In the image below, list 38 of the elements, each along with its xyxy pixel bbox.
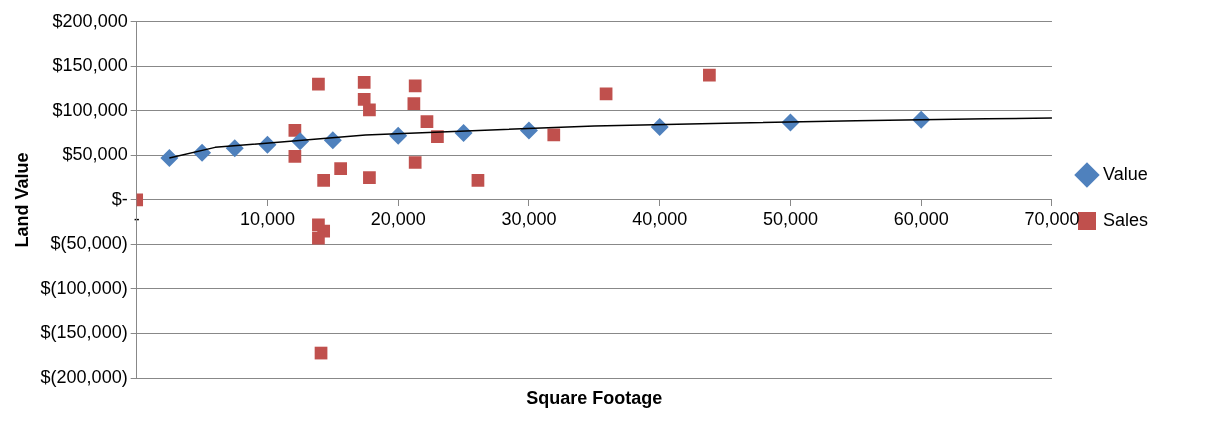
y-tick-label: $- [111, 188, 128, 209]
x-tick-label: - [133, 208, 140, 229]
point [420, 115, 434, 128]
point [288, 149, 302, 163]
point [650, 117, 669, 136]
point [407, 97, 421, 111]
x-tick-label: 30,000 [501, 208, 557, 229]
y-tick-label: $(200,000) [40, 366, 128, 387]
y-tick-label: $(50,000) [50, 233, 128, 254]
x-tick-label: 40,000 [632, 208, 688, 229]
point [317, 173, 331, 187]
point [160, 149, 179, 168]
point [312, 231, 325, 245]
y-tick-label: $200,000 [52, 10, 128, 31]
y-tick-label: $(100,000) [40, 277, 128, 298]
point [408, 79, 422, 93]
point [363, 103, 376, 117]
y-tick-label: $50,000 [62, 144, 128, 165]
point [703, 68, 716, 82]
x-tick-label: 50,000 [762, 208, 818, 229]
point [334, 162, 348, 176]
x-tick-label: 20,000 [370, 208, 426, 229]
point [471, 173, 485, 187]
x-tick-label: 10,000 [239, 208, 295, 229]
y-axis-title: Land Value [11, 152, 32, 248]
x-axis-title: Square Footage [526, 387, 663, 408]
x-tick-label: 60,000 [893, 208, 949, 229]
legend-label: Value [1102, 163, 1148, 184]
point [312, 77, 325, 91]
point [357, 92, 371, 106]
y-tick-label: $(150,000) [40, 322, 128, 343]
legend-label: Sales [1102, 209, 1148, 230]
point [408, 156, 422, 169]
point [547, 128, 561, 142]
y-tick-label: $150,000 [52, 55, 128, 76]
point [363, 171, 376, 184]
y-tick-label: $100,000 [52, 99, 128, 120]
point [357, 75, 371, 89]
